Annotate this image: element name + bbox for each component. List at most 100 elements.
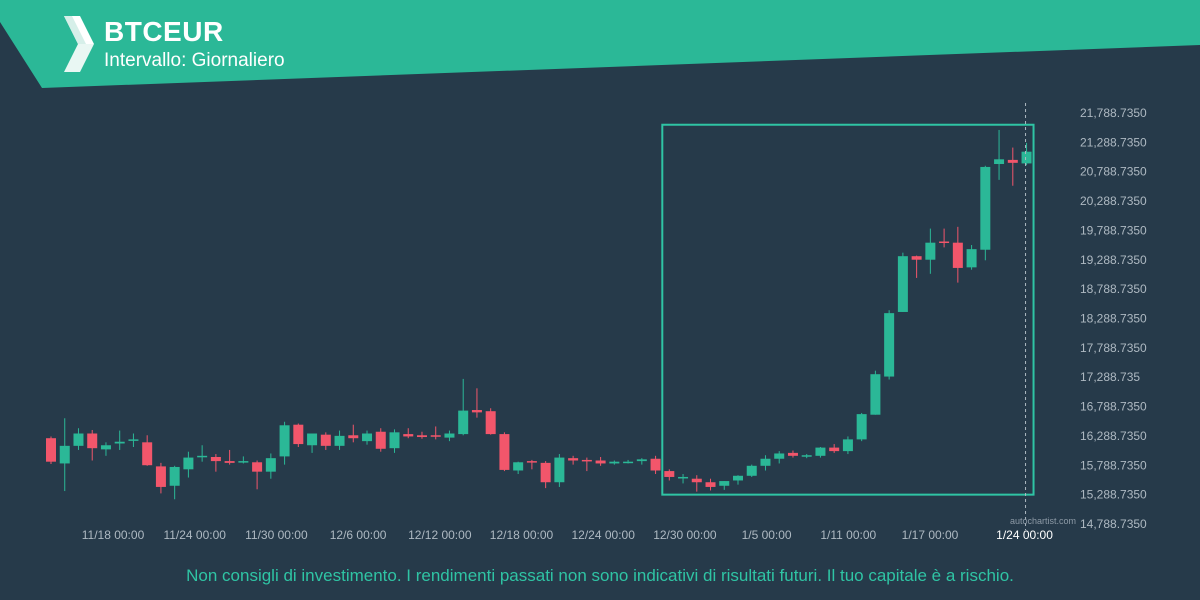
instrument-symbol: BTCEUR [104,16,224,47]
candle-body-bear [499,434,510,470]
candle-body-bear [787,452,798,456]
candle-body-bear [320,434,331,446]
x-tick-label: 12/6 00:00 [330,528,387,542]
candle [815,447,826,458]
candle [526,459,537,470]
candle [430,426,441,440]
candle [238,456,249,464]
candle-body-bull [307,433,318,446]
candle-body-bear [526,461,537,463]
candle [581,457,592,472]
candle-body-bull [897,256,908,312]
y-tick-label: 17,288.735 [1080,370,1140,384]
candle-body-bull [389,432,400,449]
y-tick-label: 15,788.7350 [1080,458,1147,472]
y-tick-label: 18,788.7350 [1080,282,1147,296]
candle-body-bear [581,459,592,462]
candle [540,461,551,489]
candle [568,455,579,465]
candle [471,388,482,418]
candle [952,226,963,283]
candle-body-bull [636,459,647,462]
x-tick-label: 1/11 00:00 [820,528,876,542]
candle [128,433,139,448]
candle [636,458,647,465]
y-tick-label: 15,288.7350 [1080,488,1147,502]
autochartist-logo-icon [64,16,94,72]
candle-body-bull [678,476,689,479]
y-tick-label: 16,288.7350 [1080,429,1147,443]
candle-body-bull [458,410,469,435]
header-banner-shape [0,0,1200,88]
candle [362,430,373,445]
candle [210,454,221,472]
candle [733,475,743,485]
candle [334,430,345,450]
candle [595,456,606,466]
candle-body-bear [1007,159,1018,163]
candle [966,245,977,270]
candle [897,252,908,312]
candle-body-bull [994,159,1005,165]
candle-body-bear [416,435,427,438]
candle [801,454,812,459]
candle [348,424,359,443]
candle [444,430,455,442]
candle-body-bull [183,457,194,470]
candle-body-bear [691,478,702,483]
candle-body-bull [733,475,743,481]
pattern-box [661,123,1035,496]
candles-layer [46,129,1032,500]
candle [691,475,702,492]
candle-body-bull [197,455,208,458]
candle-body-bear [375,431,386,449]
candle [842,436,853,455]
candle-body-bull [554,457,565,483]
candle-body-bull [100,445,111,450]
candlestick-chart: 21,788.7350 21,288.7350 20,788.7350 20,288.… [46,103,1147,542]
candle [939,228,950,248]
candle [774,451,785,464]
candle-body-bull [746,465,757,476]
candle [499,432,510,472]
candle-body-bull [513,462,524,471]
candle [416,431,427,439]
pattern-layer [661,123,1035,496]
candle-body-bull [870,374,881,415]
header-banner [0,0,1200,88]
y-tick-label: 14,788.7350 [1080,517,1147,531]
candle [458,378,469,436]
candle [856,412,867,442]
candle-body-bear [485,411,496,435]
candle-body-bull [856,414,867,440]
candle-body-bear [403,434,414,437]
candle-body-bear [252,462,263,472]
candle-body-bear [664,471,675,477]
x-tick-label: 11/24 00:00 [163,528,226,542]
candle-body-bull [623,461,634,464]
candle-body-bull [128,439,139,441]
candle [307,433,318,453]
candle [911,255,922,278]
candle-body-bear [595,460,606,464]
x-tick-label: 12/18 00:00 [490,528,554,542]
candle [252,460,263,490]
candle [925,228,936,274]
candle [293,423,304,448]
candle-body-bear [210,456,221,462]
candle-body-bull [980,166,991,250]
candle-body-bull [238,461,249,463]
candle [183,451,194,478]
candle-body-bear [224,461,235,463]
candle-body-bear [471,410,482,413]
candle [485,408,496,435]
candle [664,469,675,481]
candle-body-bear [348,435,359,439]
y-tick-label: 20,288.7350 [1080,194,1147,208]
y-tick-label: 16,788.7350 [1080,400,1147,414]
candle-body-bear [650,458,661,471]
candle-body-bull [966,249,977,268]
candle [678,474,689,484]
candle-body-bear [952,242,963,268]
candle-body-bear [568,458,579,461]
